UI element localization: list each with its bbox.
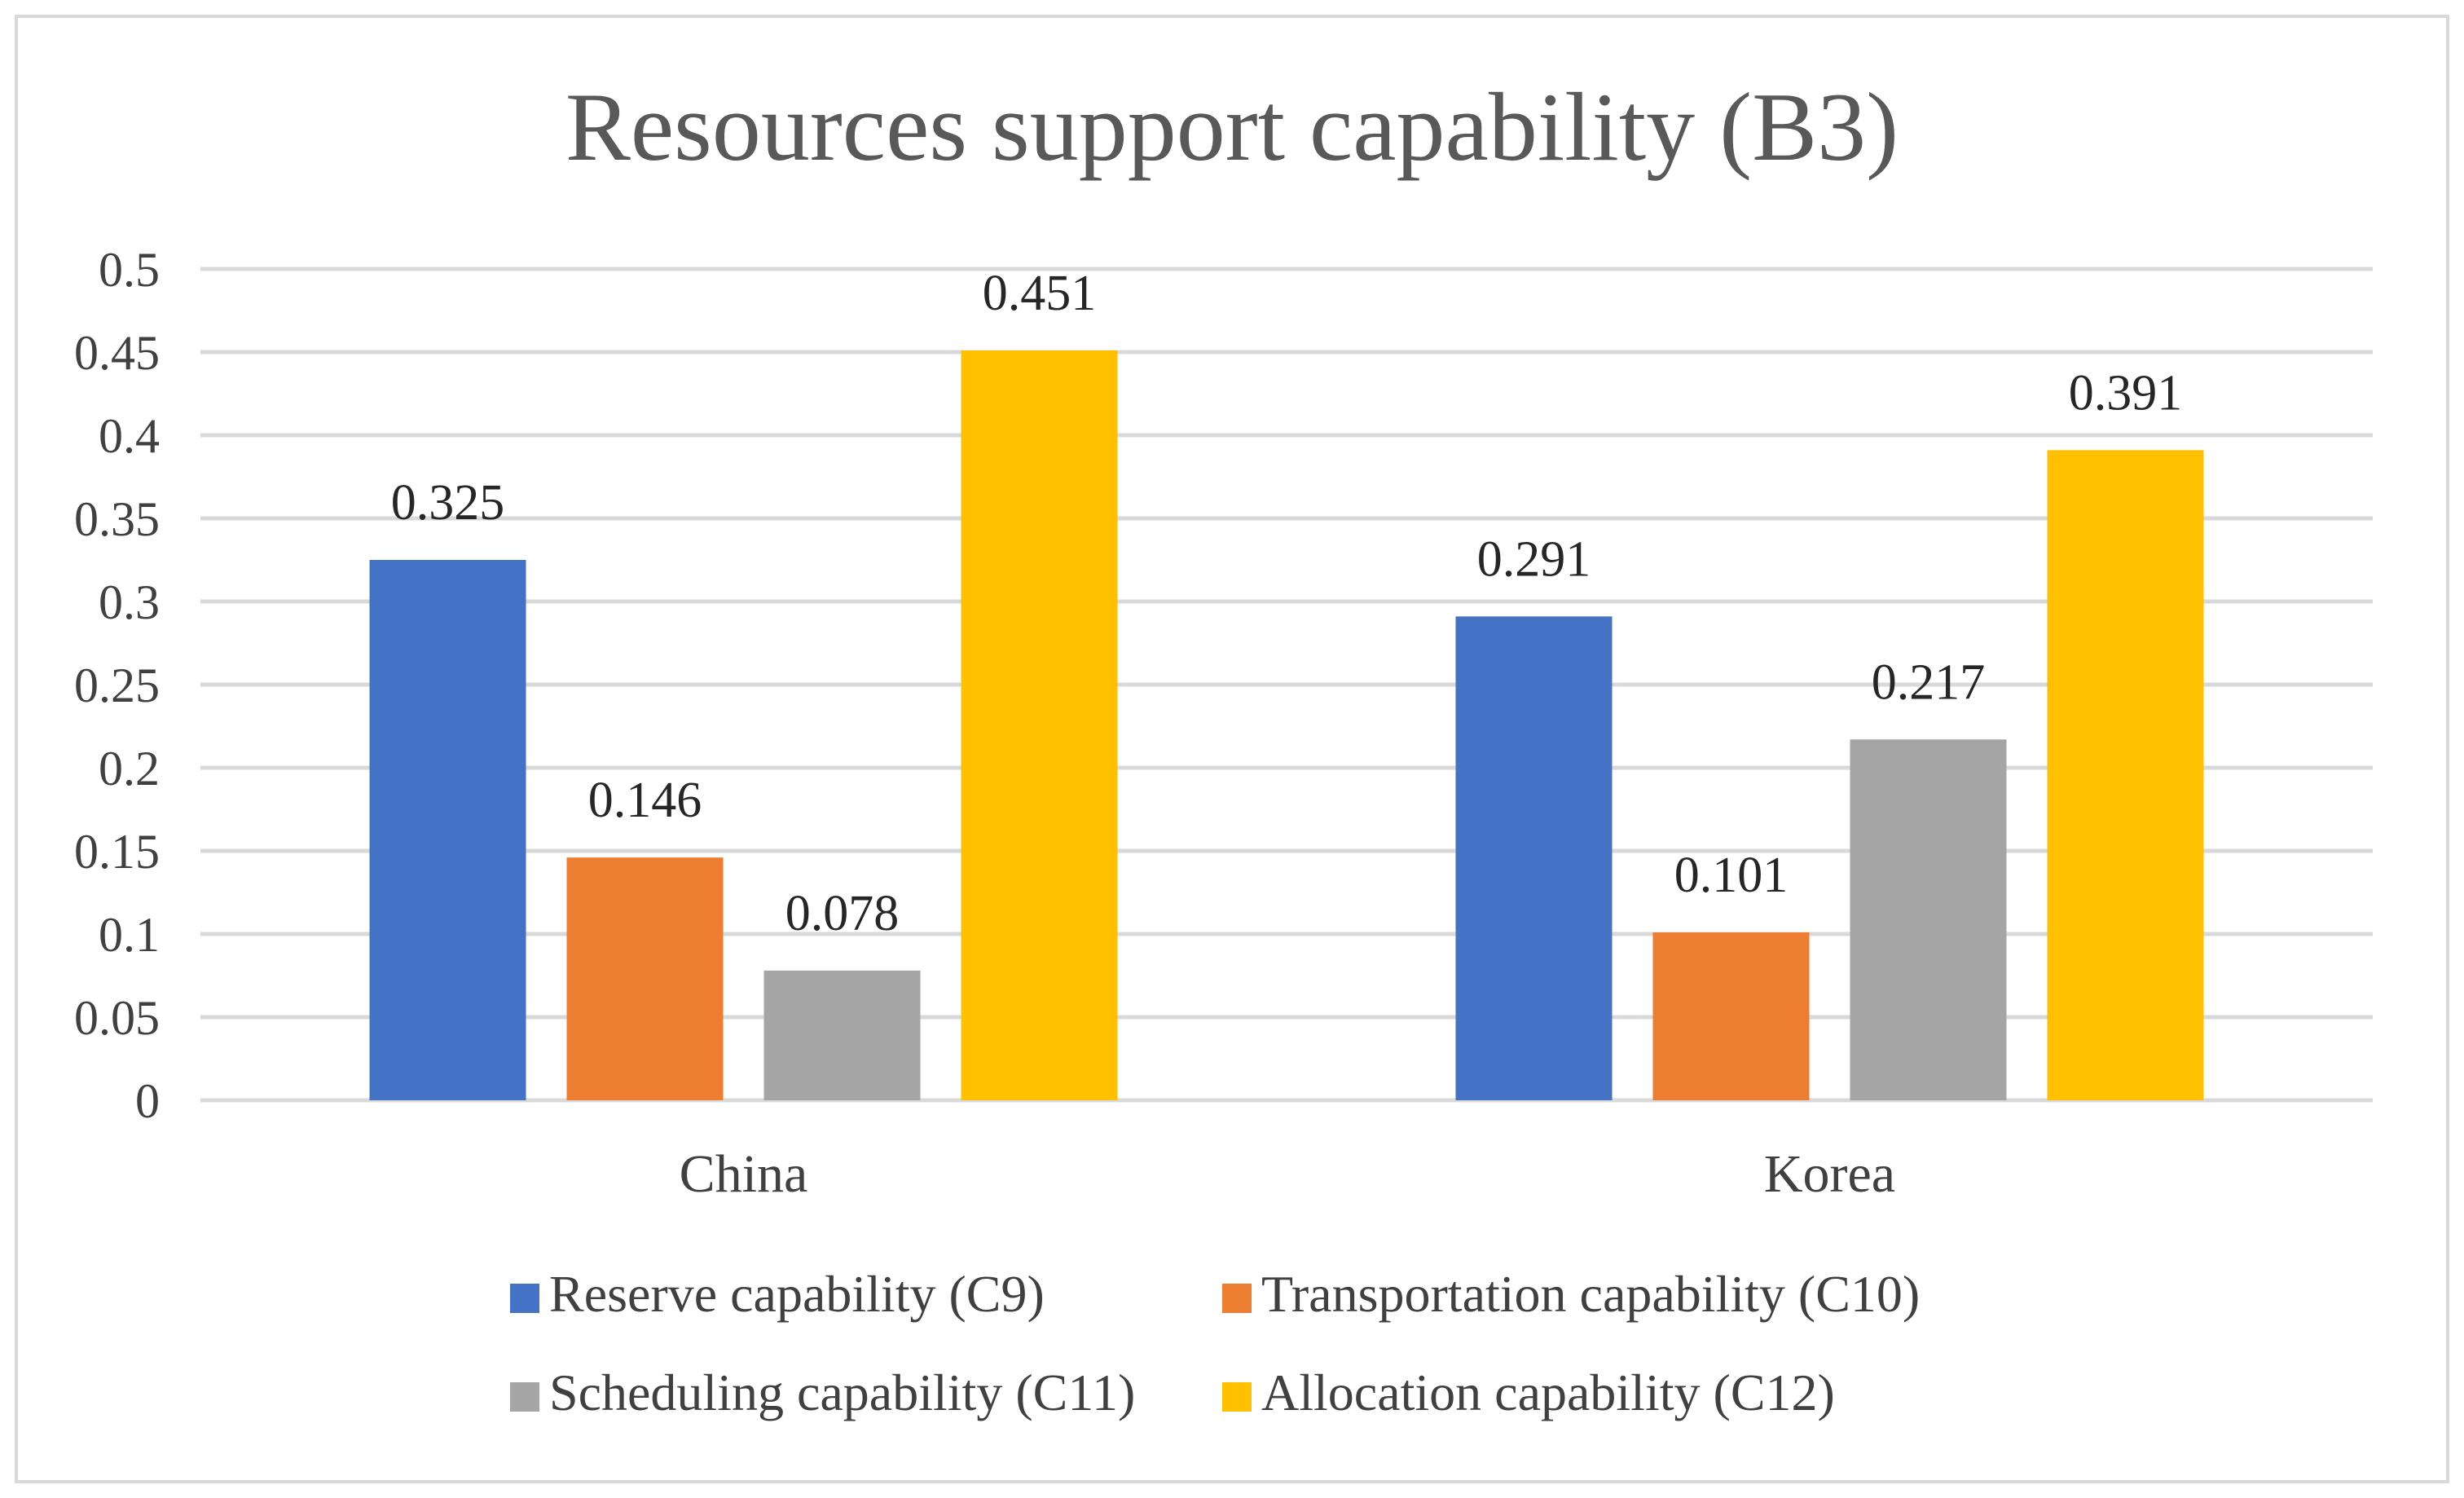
data-label: 0.101 <box>1674 848 1789 903</box>
y-tick-label: 0.35 <box>74 492 160 546</box>
y-tick-label: 0.45 <box>74 326 160 380</box>
legend-label: Transportation capability (C10) <box>1261 1265 1920 1323</box>
bar-korea-series-2 <box>1652 932 1810 1100</box>
x-category-label: Korea <box>1764 1144 1895 1204</box>
data-labels: 0.325 0.146 0.078 0.451 0.291 0.101 0.217 0.391 <box>391 266 2183 941</box>
data-label: 0.217 <box>1872 654 1986 710</box>
bar-china-series-4 <box>961 350 1118 1101</box>
legend-swatch <box>510 1382 539 1412</box>
legend: Reserve capability (C9) Transportation ca… <box>510 1265 1920 1421</box>
legend-label: Scheduling capability (C11) <box>549 1364 1135 1421</box>
legend-item: Allocation capability (C12) <box>1222 1364 1835 1421</box>
legend-label: Reserve capability (C9) <box>549 1265 1045 1323</box>
gridlines <box>200 267 2373 1103</box>
data-label: 0.078 <box>785 886 900 941</box>
bars <box>369 350 2204 1101</box>
bar-korea-series-1 <box>1455 616 1613 1100</box>
legend-item: Reserve capability (C9) <box>510 1265 1045 1323</box>
bar-china-series-1 <box>369 560 526 1100</box>
y-tick-label: 0.3 <box>99 575 160 629</box>
bar-china-series-3 <box>763 970 921 1100</box>
data-label: 0.391 <box>2069 365 2183 421</box>
y-tick-label: 0.5 <box>99 243 160 297</box>
bar-korea-series-3 <box>1850 739 2007 1100</box>
legend-item: Transportation capability (C10) <box>1222 1265 1920 1323</box>
bar-korea-series-4 <box>2047 450 2204 1100</box>
data-label: 0.451 <box>983 266 1097 321</box>
legend-swatch <box>1222 1284 1252 1313</box>
chart-title: Resources support capability (B3) <box>565 73 1899 181</box>
y-tick-label: 0.05 <box>74 991 160 1045</box>
legend-item: Scheduling capability (C11) <box>510 1364 1135 1421</box>
y-tick-label: 0.15 <box>74 825 160 879</box>
y-tick-label: 0.25 <box>74 659 160 712</box>
bar-china-series-2 <box>566 857 724 1100</box>
y-tick-label: 0 <box>135 1074 160 1128</box>
y-tick-label: 0.2 <box>99 742 160 795</box>
legend-swatch <box>510 1284 539 1313</box>
x-axis-categories: China Korea <box>680 1144 1895 1204</box>
legend-label: Allocation capability (C12) <box>1261 1364 1835 1421</box>
legend-swatch <box>1222 1382 1252 1412</box>
y-tick-label: 0.1 <box>99 908 160 962</box>
data-label: 0.291 <box>1477 531 1591 587</box>
y-tick-label: 0.4 <box>99 409 160 463</box>
data-label: 0.146 <box>588 773 702 828</box>
data-label: 0.325 <box>391 475 505 531</box>
x-category-label: China <box>680 1144 808 1204</box>
y-axis-ticks: 0 0.05 0.1 0.15 0.2 0.25 0.3 0.35 0.4 0.45 0.5 <box>74 243 160 1128</box>
